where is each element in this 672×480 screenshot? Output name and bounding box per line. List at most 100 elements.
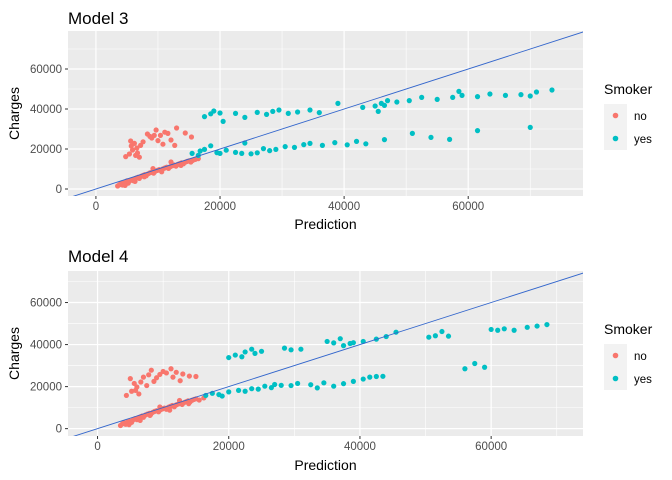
- data-point-yes: [235, 387, 242, 393]
- data-point-no: [188, 134, 195, 140]
- data-point-no: [160, 141, 166, 147]
- data-point-yes: [260, 146, 267, 152]
- x-axis-label: Prediction: [294, 457, 356, 473]
- data-point-no: [144, 382, 150, 389]
- data-point-no: [123, 154, 129, 160]
- chart-panel-2: Model 4 0 20000 40000 60000 0 20000 40000 60000 P…: [6, 247, 653, 473]
- data-point-yes: [272, 381, 278, 388]
- y-tick-label: 40000: [30, 104, 62, 116]
- data-point-yes: [426, 334, 432, 340]
- data-point-yes: [295, 380, 301, 387]
- data-point-yes: [459, 92, 465, 98]
- data-point-yes: [381, 137, 388, 143]
- data-point-no: [148, 367, 154, 373]
- data-point-yes: [375, 108, 381, 114]
- data-point-no: [128, 138, 134, 144]
- data-point-yes: [474, 128, 481, 134]
- data-point-yes: [308, 382, 314, 388]
- data-point-yes: [239, 150, 245, 156]
- data-point-no: [162, 129, 168, 135]
- data-point-yes: [223, 147, 229, 153]
- data-point-yes: [242, 114, 248, 120]
- legend-marker-no: [612, 112, 619, 119]
- legend-marker-yes: [612, 375, 619, 382]
- chart-title: Model 4: [68, 247, 128, 266]
- data-point-yes: [406, 98, 412, 104]
- data-point-yes: [270, 108, 276, 114]
- data-point-yes: [254, 150, 260, 156]
- legend-label-yes: yes: [634, 374, 652, 386]
- y-tick-label: 40000: [30, 340, 62, 352]
- data-point-no: [153, 375, 160, 381]
- legend-marker-yes: [612, 135, 619, 142]
- data-point-yes: [252, 350, 258, 356]
- data-point-yes: [544, 321, 550, 328]
- y-tick-label: 0: [56, 184, 62, 196]
- data-layer: [73, 272, 583, 436]
- data-point-yes: [321, 380, 327, 386]
- x-tick-label: 60000: [452, 201, 484, 213]
- data-point-yes: [242, 388, 248, 394]
- data-point-no: [131, 380, 137, 387]
- data-point-yes: [472, 360, 478, 367]
- data-point-no: [134, 145, 140, 151]
- data-point-no: [155, 138, 161, 144]
- data-point-no: [163, 370, 170, 376]
- data-point-yes: [353, 138, 360, 144]
- data-point-yes: [276, 107, 282, 113]
- data-point-yes: [445, 333, 452, 339]
- data-point-yes: [307, 140, 313, 146]
- data-point-yes: [380, 373, 386, 379]
- data-point-no: [180, 371, 186, 377]
- data-point-yes: [268, 385, 274, 391]
- data-point-yes: [373, 373, 379, 380]
- data-point-yes: [239, 354, 245, 360]
- data-point-yes: [316, 110, 322, 116]
- data-point-yes: [201, 146, 208, 152]
- data-point-no: [168, 366, 174, 372]
- data-point-yes: [249, 346, 255, 352]
- data-point-yes: [254, 109, 260, 115]
- series-no: [117, 366, 207, 429]
- data-point-no: [186, 401, 192, 407]
- data-point-yes: [462, 366, 468, 372]
- data-point-yes: [335, 100, 341, 106]
- x-tick-label: 60000: [475, 441, 507, 453]
- data-point-no: [127, 376, 133, 382]
- data-point-yes: [314, 385, 320, 391]
- data-point-no: [133, 152, 139, 158]
- data-point-no: [126, 422, 132, 428]
- y-tick-label: 20000: [30, 382, 62, 394]
- y-axis-label: Charges: [6, 87, 22, 140]
- data-point-yes: [384, 98, 391, 104]
- data-point-yes: [363, 141, 369, 147]
- data-point-yes: [319, 142, 325, 148]
- data-point-yes: [211, 108, 217, 114]
- x-axis-label: Prediction: [294, 216, 356, 232]
- data-point-no: [147, 412, 153, 419]
- data-point-yes: [340, 381, 347, 387]
- data-point-yes: [232, 149, 239, 155]
- data-point-yes: [273, 146, 279, 152]
- data-point-yes: [248, 151, 254, 157]
- y-tick-label: 60000: [30, 64, 62, 76]
- data-point-yes: [344, 142, 350, 148]
- data-point-yes: [518, 92, 524, 98]
- data-point-no: [129, 388, 135, 394]
- data-point-yes: [524, 324, 530, 330]
- data-point-no: [167, 407, 173, 413]
- data-point-yes: [208, 143, 214, 149]
- data-point-yes: [258, 348, 265, 354]
- data-point-yes: [262, 383, 268, 389]
- y-tick-label: 0: [56, 424, 62, 436]
- data-point-yes: [288, 347, 294, 353]
- y-axis-label: Charges: [6, 327, 22, 380]
- data-point-yes: [428, 134, 434, 140]
- data-point-no: [186, 373, 192, 379]
- data-point-yes: [291, 144, 298, 150]
- legend-label-yes: yes: [634, 134, 652, 146]
- data-point-yes: [294, 109, 301, 115]
- data-point-yes: [267, 148, 273, 154]
- data-point-yes: [434, 96, 440, 102]
